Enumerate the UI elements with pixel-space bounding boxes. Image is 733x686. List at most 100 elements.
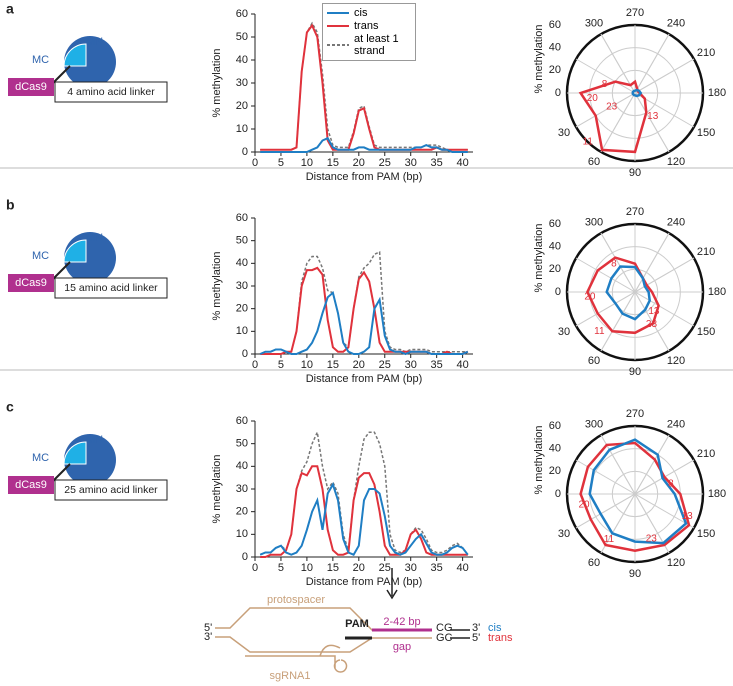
legend-label: trans: [354, 20, 379, 32]
point-label: 23: [606, 102, 618, 113]
x-tick-label: 5: [278, 157, 284, 169]
angle-tick-label: 30: [558, 326, 570, 338]
angle-tick-label: 240: [667, 18, 685, 30]
angle-tick-label: 150: [697, 127, 715, 139]
angle-tick-label: 300: [585, 18, 603, 30]
point-label: 20: [587, 93, 599, 104]
panel-label: b: [6, 197, 15, 213]
r-tick-label: 0: [555, 87, 561, 99]
x-tick-label: 40: [456, 359, 468, 371]
legend-swatch: [327, 12, 349, 14]
label: protospacer: [267, 594, 325, 606]
mc-domain: [63, 43, 87, 67]
legend-item: cis: [327, 7, 411, 19]
linker-label: 15 amino acid linker: [64, 282, 158, 294]
y-tick-label: 30: [236, 280, 248, 292]
x-axis-label: Distance from PAM (bp): [306, 373, 423, 385]
point-label: 20: [578, 499, 590, 510]
r-tick-label: 60: [549, 19, 561, 31]
r-tick-label: 0: [555, 488, 561, 500]
legend-label: cis: [354, 7, 368, 19]
angle-tick-label: 180: [708, 286, 726, 298]
linker-box: [54, 277, 168, 299]
legend-item: trans: [327, 20, 411, 32]
y-tick-label: 0: [242, 146, 248, 158]
polar-series: [631, 88, 643, 98]
point-label: 23: [646, 319, 658, 330]
label: 5': [204, 622, 212, 634]
linker-label: 25 amino acid linker: [64, 484, 158, 496]
x-tick-label: 10: [301, 562, 313, 574]
angle-tick-label: 60: [588, 156, 600, 168]
label: 2-42 bp: [383, 616, 420, 628]
point-label: 8: [668, 478, 674, 489]
point-label: 8: [602, 79, 608, 90]
x-tick-label: 40: [456, 157, 468, 169]
series-line: [260, 136, 468, 153]
x-tick-label: 40: [456, 562, 468, 574]
x-tick-label: 10: [301, 359, 313, 371]
angle-tick-label: 210: [697, 448, 715, 460]
right-duplex: [450, 629, 470, 639]
x-tick-label: 30: [405, 157, 417, 169]
angle-tick-label: 150: [697, 528, 715, 540]
y-tick-label: 20: [236, 100, 248, 112]
label: 5': [472, 632, 480, 644]
x-tick-label: 20: [353, 562, 365, 574]
mc-label: MC: [32, 250, 49, 262]
angle-tick-label: 270: [626, 7, 644, 19]
angle-tick-label: 30: [558, 528, 570, 540]
x-tick-label: 15: [327, 359, 339, 371]
r-tick-label: 60: [549, 420, 561, 432]
linker-box: [54, 81, 168, 103]
mn-label: MN: [86, 36, 103, 48]
angle-tick-label: 180: [708, 488, 726, 500]
polar-series: [588, 438, 688, 545]
x-tick-label: 15: [327, 562, 339, 574]
x-tick-label: 5: [278, 359, 284, 371]
r-tick-label: 40: [549, 443, 561, 455]
angle-tick-label: 210: [697, 246, 715, 258]
series-line: [260, 23, 468, 151]
x-tick-label: 20: [353, 359, 365, 371]
x-axis-label: Distance from PAM (bp): [306, 171, 423, 183]
x-tick-label: 35: [431, 562, 443, 574]
r-tick-label: 60: [549, 218, 561, 230]
x-tick-label: 20: [353, 157, 365, 169]
legend-swatch: [327, 25, 349, 27]
linker-box: [54, 479, 168, 501]
label: sgRNA1: [270, 670, 311, 682]
y-axis-label: % methylation: [533, 425, 545, 494]
angle-tick-label: 300: [585, 419, 603, 431]
x-tick-label: 35: [431, 157, 443, 169]
y-tick-label: 10: [236, 123, 248, 135]
point-label: 11: [594, 326, 605, 337]
mc-label: MC: [32, 54, 49, 66]
y-tick-label: 50: [236, 438, 248, 450]
y-axis-label: % methylation: [533, 223, 545, 292]
point-label: 13: [682, 511, 694, 522]
x-axis-label: Distance from PAM (bp): [306, 576, 423, 588]
label: gap: [393, 641, 411, 653]
dcas9-box: [8, 274, 54, 292]
series-line: [260, 465, 468, 558]
spoke: [600, 232, 670, 352]
y-axis-label: % methylation: [211, 48, 223, 117]
y-tick-label: 20: [236, 506, 248, 518]
mc-label: MC: [32, 452, 49, 464]
x-tick-label: 25: [379, 562, 391, 574]
x-tick-label: 30: [405, 359, 417, 371]
polar-series: [605, 265, 651, 321]
y-tick-label: 20: [236, 303, 248, 315]
angle-tick-label: 270: [626, 206, 644, 218]
mc-domain: [63, 441, 87, 465]
spoke: [600, 33, 670, 153]
angle-tick-label: 30: [558, 127, 570, 139]
polar-series: [579, 441, 691, 552]
bottom-strand: [215, 636, 432, 653]
angle-tick-label: 270: [626, 408, 644, 420]
panel-label: a: [6, 1, 14, 17]
y-tick-label: 30: [236, 483, 248, 495]
